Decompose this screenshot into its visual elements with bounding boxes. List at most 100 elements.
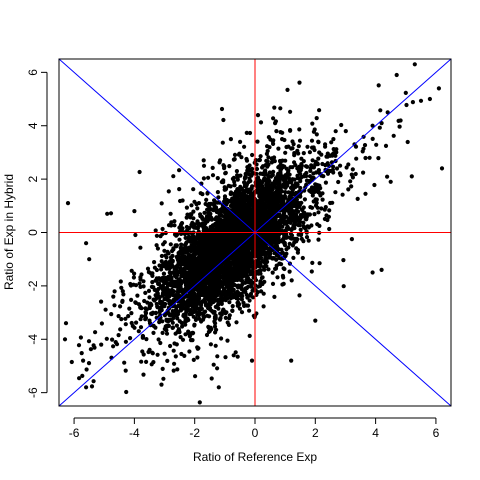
data-point bbox=[319, 152, 324, 157]
data-point bbox=[116, 333, 121, 338]
data-point bbox=[159, 253, 164, 259]
data-point bbox=[141, 279, 146, 284]
data-point bbox=[242, 144, 247, 149]
data-point bbox=[206, 285, 211, 290]
data-point bbox=[270, 191, 275, 196]
data-point bbox=[192, 237, 197, 242]
data-point bbox=[257, 217, 263, 222]
data-point bbox=[186, 252, 191, 257]
data-point bbox=[249, 186, 254, 191]
data-point bbox=[173, 308, 178, 313]
data-point bbox=[230, 238, 235, 243]
data-point bbox=[150, 271, 155, 276]
data-point bbox=[269, 156, 275, 161]
data-point bbox=[129, 297, 134, 302]
data-point bbox=[231, 353, 236, 358]
data-point bbox=[174, 270, 179, 275]
data-point bbox=[232, 183, 237, 188]
data-point bbox=[171, 246, 176, 251]
data-point bbox=[91, 379, 96, 384]
data-point bbox=[267, 191, 272, 197]
data-point bbox=[231, 254, 236, 259]
data-point bbox=[245, 165, 251, 170]
data-point bbox=[290, 165, 295, 170]
data-point bbox=[225, 338, 230, 343]
data-point bbox=[275, 197, 280, 202]
data-point bbox=[316, 210, 321, 215]
data-point bbox=[153, 228, 158, 233]
data-point bbox=[211, 288, 216, 293]
data-point bbox=[173, 243, 178, 248]
data-point bbox=[224, 226, 229, 231]
data-point bbox=[212, 324, 218, 329]
data-point bbox=[288, 109, 293, 114]
data-point bbox=[284, 247, 289, 252]
data-point bbox=[177, 289, 182, 294]
data-point bbox=[177, 237, 182, 242]
data-point bbox=[361, 170, 366, 175]
data-point bbox=[190, 304, 196, 309]
data-point bbox=[208, 274, 213, 280]
data-point bbox=[206, 175, 211, 180]
data-point bbox=[69, 359, 74, 365]
data-point bbox=[163, 279, 168, 285]
data-point bbox=[188, 281, 193, 286]
data-point bbox=[253, 183, 258, 188]
data-point bbox=[257, 225, 262, 230]
data-point bbox=[303, 226, 308, 231]
data-point bbox=[296, 144, 301, 149]
data-point bbox=[139, 359, 144, 364]
data-point bbox=[211, 362, 216, 367]
data-point bbox=[243, 267, 248, 273]
data-point bbox=[191, 267, 196, 272]
data-point bbox=[305, 144, 310, 149]
data-point bbox=[172, 219, 177, 224]
data-point bbox=[181, 312, 186, 317]
data-point bbox=[307, 174, 313, 179]
data-point bbox=[279, 239, 284, 244]
data-point bbox=[171, 297, 177, 302]
data-point bbox=[310, 193, 315, 198]
data-point bbox=[164, 323, 169, 328]
data-point bbox=[169, 223, 174, 228]
data-point bbox=[193, 309, 198, 314]
data-point bbox=[306, 212, 312, 217]
data-point bbox=[227, 289, 232, 294]
data-point bbox=[306, 238, 311, 243]
data-point bbox=[178, 261, 183, 266]
data-point bbox=[243, 262, 248, 267]
data-point bbox=[398, 118, 403, 123]
data-point bbox=[258, 193, 263, 199]
data-point bbox=[160, 330, 165, 335]
data-point bbox=[235, 354, 240, 359]
data-point bbox=[337, 171, 342, 176]
data-point bbox=[176, 293, 181, 298]
data-point bbox=[301, 220, 306, 225]
data-point bbox=[265, 181, 270, 186]
data-point bbox=[219, 244, 224, 249]
data-point bbox=[201, 314, 206, 319]
data-point bbox=[212, 314, 218, 319]
data-point bbox=[249, 284, 254, 289]
data-point bbox=[213, 260, 218, 265]
data-point bbox=[283, 190, 288, 195]
data-point bbox=[138, 277, 143, 282]
data-point bbox=[278, 176, 283, 181]
data-point bbox=[197, 254, 202, 259]
data-point bbox=[341, 284, 346, 289]
data-point bbox=[247, 308, 252, 313]
data-point bbox=[240, 249, 245, 255]
data-point bbox=[251, 266, 256, 271]
data-point bbox=[286, 144, 291, 149]
data-point bbox=[118, 327, 123, 332]
data-point bbox=[260, 180, 265, 185]
data-point bbox=[251, 192, 256, 197]
data-point bbox=[216, 302, 221, 307]
data-point bbox=[304, 235, 310, 240]
data-point bbox=[282, 266, 287, 272]
data-point bbox=[239, 278, 245, 283]
data-point bbox=[129, 311, 134, 316]
data-point bbox=[206, 217, 211, 223]
data-point bbox=[184, 273, 189, 278]
